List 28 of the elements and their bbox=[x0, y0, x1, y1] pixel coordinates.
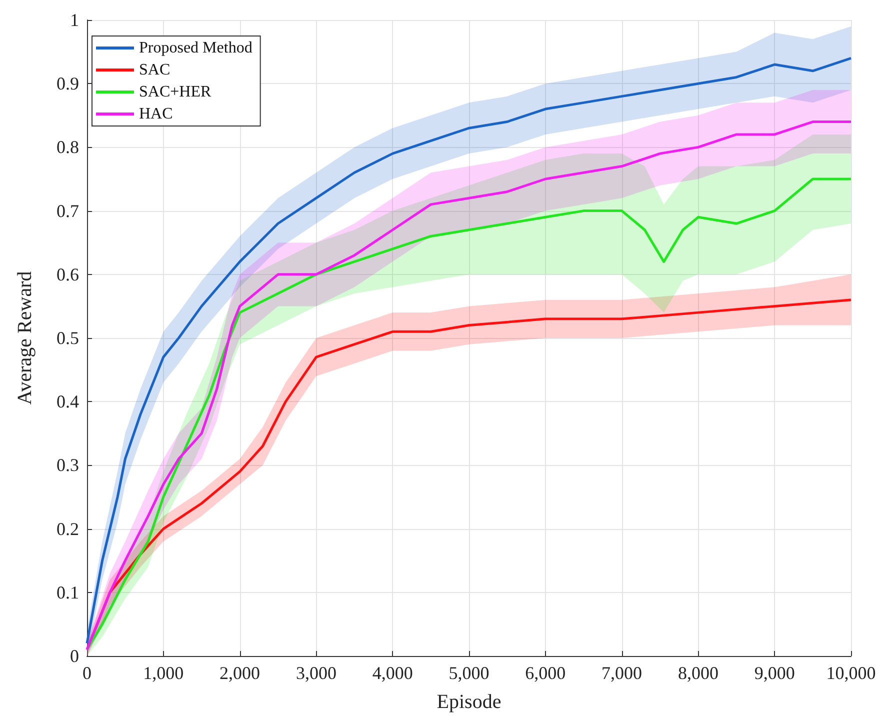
x-tick-label: 8,000 bbox=[678, 663, 718, 683]
y-tick-label: 0.3 bbox=[56, 455, 79, 476]
y-tick-label: 0.5 bbox=[56, 328, 79, 348]
y-axis-title: Average Reward bbox=[14, 271, 36, 405]
legend-label: SAC+HER bbox=[139, 84, 212, 100]
x-axis-title: Episode bbox=[436, 691, 502, 713]
x-tick-label: 1,000 bbox=[143, 663, 184, 683]
y-tick-label: 0.8 bbox=[56, 137, 79, 158]
y-tick-label: 0.6 bbox=[56, 264, 79, 284]
x-tick-label: 10,000 bbox=[826, 663, 876, 683]
y-tick-label: 0.2 bbox=[56, 518, 79, 539]
y-tick-label: 0 bbox=[70, 646, 79, 666]
x-tick-label: 0 bbox=[82, 663, 92, 683]
legend-label: SAC bbox=[139, 62, 170, 78]
y-tick-label: 1 bbox=[70, 10, 79, 30]
x-tick-label: 4,000 bbox=[372, 663, 413, 683]
legend-label: Proposed Method bbox=[139, 40, 252, 56]
x-tick-label: 3,000 bbox=[296, 663, 336, 683]
x-tick-label: 2,000 bbox=[220, 663, 260, 683]
y-tick-label: 0.7 bbox=[56, 200, 79, 221]
x-tick-label: 9,000 bbox=[754, 663, 795, 683]
x-tick-label: 6,000 bbox=[525, 663, 566, 683]
legend-label: HAC bbox=[139, 106, 173, 122]
y-tick-label: 0.9 bbox=[56, 74, 79, 94]
y-tick-label: 0.1 bbox=[56, 582, 79, 602]
x-tick-label: 5,000 bbox=[448, 663, 490, 683]
y-tick-label: 0.4 bbox=[56, 392, 79, 412]
x-tick-label: 7,000 bbox=[602, 663, 642, 683]
